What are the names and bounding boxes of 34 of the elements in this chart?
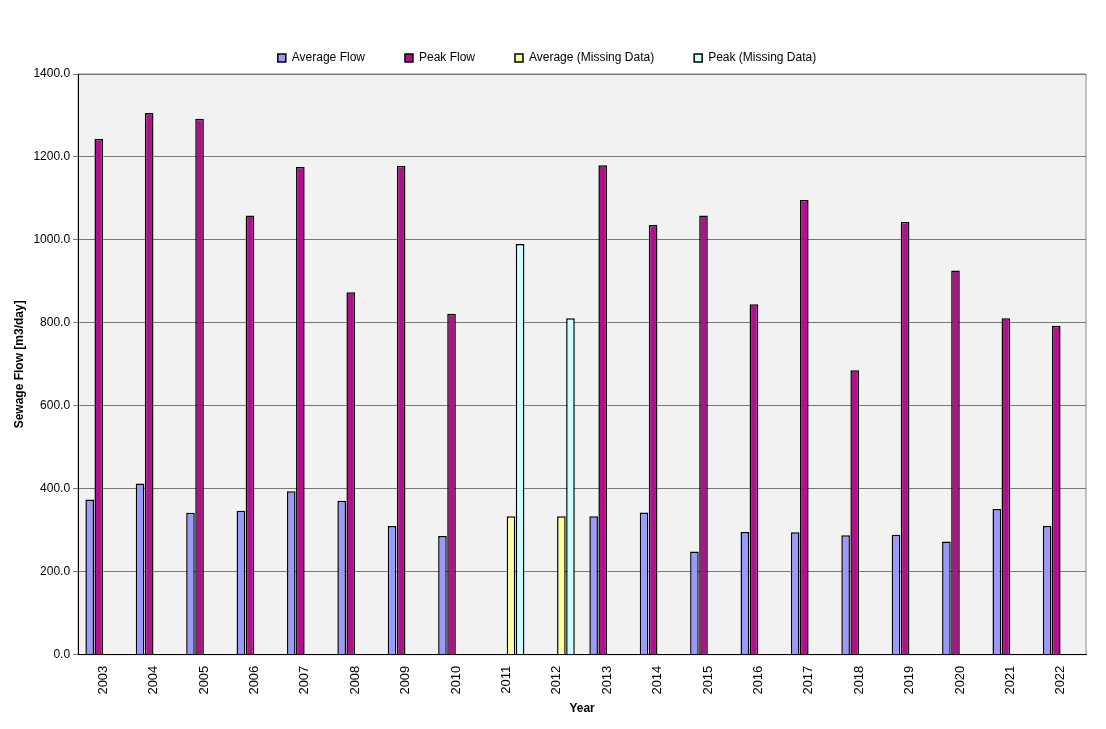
x-tick-label: 2017 (800, 665, 816, 695)
x-tick-label: 2006 (246, 665, 262, 695)
y-tick-label: 0.0 (53, 646, 71, 661)
x-tick-label: 2014 (649, 665, 665, 695)
x-axis-title: Year (569, 701, 596, 716)
x-tick-label: 2008 (346, 665, 362, 695)
legend-label: Average (Missing Data) (528, 50, 655, 65)
x-tick-label: 2011 (498, 665, 514, 694)
y-tick-label: 600.0 (40, 398, 71, 413)
y-tick-label: 1200.0 (33, 149, 71, 164)
x-tick-label: 2010 (447, 665, 463, 695)
y-axis-title: Sewage Flow [m3/day] (11, 300, 26, 429)
x-tick-label: 2016 (750, 665, 766, 695)
x-tick-label: 2009 (397, 665, 413, 695)
y-tick-label: 1400.0 (33, 66, 71, 81)
x-tick-label: 2021 (1001, 665, 1017, 695)
x-tick-label: 2003 (94, 665, 110, 695)
x-tick-label: 2004 (145, 665, 161, 695)
legend-label: Average Flow (291, 50, 366, 65)
legend-label: Peak (Missing Data) (708, 50, 817, 65)
y-tick-label: 400.0 (40, 481, 71, 496)
x-tick-label: 2019 (901, 665, 917, 695)
x-tick-label: 2007 (296, 665, 312, 695)
x-tick-label: 2012 (548, 665, 564, 695)
x-tick-label: 2013 (598, 665, 614, 695)
x-tick-label: 2005 (195, 665, 211, 695)
y-tick-label: 800.0 (40, 315, 71, 330)
legend-label: Peak Flow (418, 50, 476, 65)
x-tick-label: 2020 (951, 665, 967, 695)
y-tick-label: 200.0 (40, 564, 71, 579)
y-tick-label: 1000.0 (33, 232, 71, 247)
x-tick-label: 2018 (850, 665, 866, 695)
x-tick-label: 2015 (699, 665, 715, 695)
x-tick-label: 2022 (1052, 665, 1068, 695)
